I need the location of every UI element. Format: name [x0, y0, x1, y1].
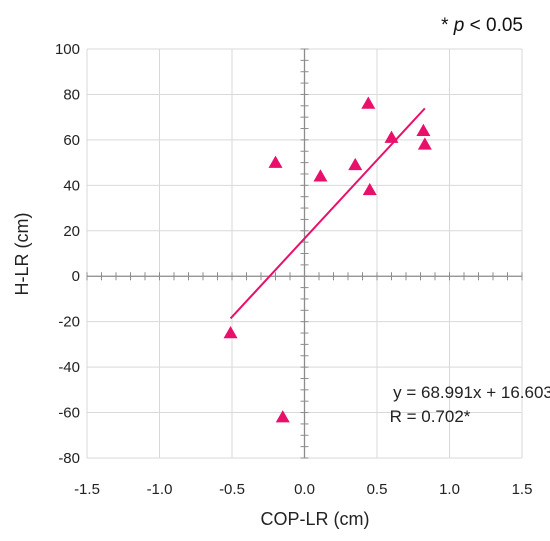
significance-p: p — [453, 15, 465, 36]
data-point — [268, 155, 283, 168]
y-tick-label: -20 — [58, 314, 80, 331]
trendline-group — [229, 107, 426, 320]
x-tick-label: 0.5 — [367, 481, 388, 498]
x-tick-label: -0.5 — [219, 481, 245, 498]
data-point — [362, 182, 377, 196]
data-point — [275, 410, 290, 423]
r-annotation: R = 0.702* — [390, 407, 471, 426]
y-tick-label: -40 — [58, 359, 80, 376]
y-tick-label: 60 — [63, 132, 80, 149]
data-point — [348, 157, 363, 171]
y-axis-title: H-LR (cm) — [12, 213, 32, 296]
equation-annotation: y = 68.991x + 16.603 — [393, 383, 550, 402]
tick-labels: -1.5 -1.0 -0.5 0.0 0.5 1.0 1.5 -80 -60 -40 -20 0 20 4… — [55, 41, 532, 498]
axes — [86, 48, 523, 459]
data-point — [417, 137, 432, 150]
y-tick-label: 20 — [63, 223, 80, 240]
y-tick-label: -60 — [58, 405, 80, 422]
x-tick-label: -1.0 — [147, 481, 173, 498]
y-tick-label: -80 — [58, 450, 80, 467]
data-point — [361, 96, 376, 109]
significance-note: * p < 0.05 — [441, 15, 523, 36]
x-tick-label: -1.5 — [74, 481, 100, 498]
significance-suffix: < 0.05 — [464, 15, 523, 36]
data-point — [313, 169, 328, 182]
significance-prefix: * — [441, 15, 454, 36]
y-tick-label: 100 — [55, 41, 80, 58]
x-tick-label: 1.0 — [439, 481, 460, 498]
y-tick-label: 0 — [72, 268, 80, 285]
x-tick-label: 1.5 — [512, 481, 533, 498]
y-tick-label: 40 — [63, 177, 80, 194]
x-axis-title: COP-LR (cm) — [261, 509, 370, 529]
data-point — [416, 123, 431, 137]
data-point — [223, 326, 238, 339]
y-tick-label: 80 — [63, 86, 80, 103]
data-points — [223, 96, 432, 423]
data-point — [384, 130, 399, 143]
trendline — [229, 107, 426, 320]
x-tick-label: 0.0 — [294, 481, 315, 498]
